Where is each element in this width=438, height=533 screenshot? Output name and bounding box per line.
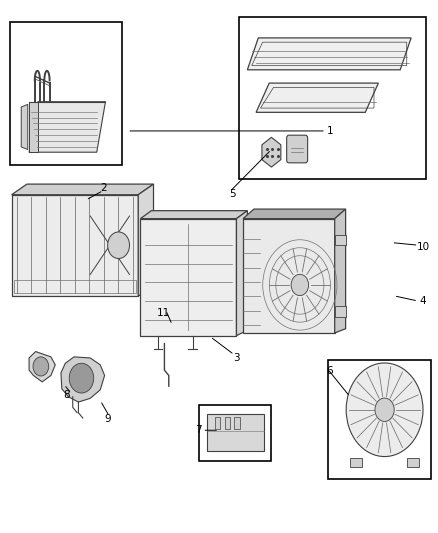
Text: 9: 9 (104, 414, 110, 424)
Polygon shape (247, 38, 411, 70)
Circle shape (375, 398, 394, 422)
Bar (225, 417, 230, 429)
Text: 10: 10 (417, 242, 430, 252)
Bar (207, 414, 264, 451)
Polygon shape (12, 195, 138, 296)
Bar (234, 417, 240, 429)
Polygon shape (61, 357, 105, 402)
Bar (215, 417, 220, 429)
Text: 4: 4 (419, 296, 426, 306)
Circle shape (33, 357, 49, 376)
Polygon shape (243, 219, 335, 333)
FancyBboxPatch shape (287, 135, 307, 163)
Polygon shape (21, 104, 28, 150)
Text: 7: 7 (195, 425, 201, 435)
Text: 6: 6 (327, 366, 333, 376)
Polygon shape (141, 211, 247, 219)
Circle shape (346, 363, 423, 457)
Circle shape (108, 232, 130, 259)
Polygon shape (141, 219, 237, 336)
Text: 8: 8 (64, 390, 71, 400)
Polygon shape (29, 102, 106, 152)
Polygon shape (262, 138, 281, 167)
Text: 11: 11 (157, 308, 170, 318)
Bar (14, 280, 136, 293)
Bar (350, 458, 362, 467)
Text: 2: 2 (100, 183, 106, 193)
Bar (239, 17, 426, 179)
Bar (328, 360, 431, 479)
Polygon shape (243, 209, 346, 219)
Text: 1: 1 (327, 126, 334, 136)
Bar (335, 306, 346, 317)
Bar (11, 22, 122, 165)
Bar (407, 458, 419, 467)
Bar (335, 235, 346, 245)
Polygon shape (29, 352, 55, 382)
Circle shape (291, 274, 309, 296)
Polygon shape (138, 184, 153, 296)
Polygon shape (237, 211, 247, 336)
Polygon shape (256, 83, 378, 112)
Circle shape (69, 364, 94, 393)
Polygon shape (12, 184, 153, 195)
Polygon shape (335, 209, 346, 333)
Text: 5: 5 (229, 189, 235, 199)
Text: 3: 3 (233, 353, 240, 363)
Polygon shape (29, 102, 38, 152)
Bar (199, 405, 272, 461)
